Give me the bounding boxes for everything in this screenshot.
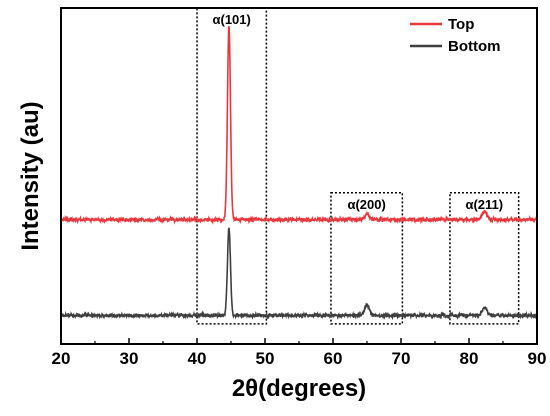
x-tick-label: 20 (52, 349, 71, 368)
annotation-box (449, 192, 520, 325)
annotation-box (330, 192, 404, 325)
y-axis-title: Intensity (au) (17, 101, 44, 250)
annotation-boxes: α(101) α(200) α(211) (196, 7, 520, 325)
annotation-label: α(211) (465, 197, 503, 212)
series-line-top (60, 26, 538, 225)
annotation-box (196, 7, 268, 325)
series-line-bottom (60, 227, 538, 321)
annotation-label: α(101) (213, 12, 251, 27)
annotation-label: α(200) (347, 197, 385, 212)
x-tick-label: 30 (120, 349, 139, 368)
x-tick-label: 80 (460, 349, 479, 368)
legend-label-top: Top (448, 16, 474, 33)
x-tick-label: 70 (392, 349, 411, 368)
x-tick-label: 40 (188, 349, 207, 368)
x-tick-label: 60 (324, 349, 343, 368)
plot-frame (60, 7, 538, 345)
x-axis-title: 2θ(degrees) (232, 375, 366, 402)
legend-label-bottom: Bottom (448, 38, 501, 55)
x-tick-label: 90 (528, 349, 547, 368)
legend: Top Bottom (410, 16, 501, 55)
x-axis-ticks: 20 30 40 50 60 70 80 90 (52, 338, 547, 368)
x-tick-label: 50 (256, 349, 275, 368)
